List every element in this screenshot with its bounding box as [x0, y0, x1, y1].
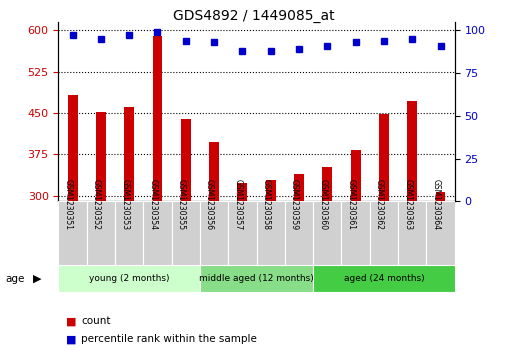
Text: percentile rank within the sample: percentile rank within the sample — [81, 334, 257, 344]
Bar — [313, 265, 455, 292]
Text: GSM1230364: GSM1230364 — [431, 179, 440, 230]
Bar — [266, 180, 276, 201]
Text: GSM1230354: GSM1230354 — [148, 179, 157, 230]
Text: GSM1230355: GSM1230355 — [177, 179, 186, 230]
Bar — [426, 201, 455, 265]
Bar — [370, 201, 398, 265]
Bar — [323, 167, 332, 201]
Text: GSM1230353: GSM1230353 — [120, 179, 129, 230]
Bar — [237, 183, 247, 201]
Bar — [87, 201, 115, 265]
Text: ▶: ▶ — [33, 274, 42, 284]
Text: GSM1230352: GSM1230352 — [92, 179, 101, 230]
Text: GSM1230357: GSM1230357 — [233, 179, 242, 230]
Bar — [200, 265, 313, 292]
Text: GSM1230356: GSM1230356 — [205, 179, 214, 230]
Text: young (2 months): young (2 months) — [89, 274, 170, 283]
Text: age: age — [5, 274, 24, 284]
Text: GSM1230360: GSM1230360 — [319, 179, 327, 230]
Bar — [58, 265, 200, 292]
Text: GDS4892 / 1449085_at: GDS4892 / 1449085_at — [173, 9, 335, 23]
Bar — [285, 201, 313, 265]
Bar — [115, 201, 143, 265]
Bar — [58, 201, 87, 265]
Bar — [152, 36, 163, 201]
Bar — [200, 201, 228, 265]
Bar — [435, 192, 446, 201]
Bar — [351, 150, 361, 201]
Text: count: count — [81, 316, 111, 326]
Text: GSM1230361: GSM1230361 — [346, 179, 356, 230]
Bar — [172, 201, 200, 265]
Text: middle aged (12 months): middle aged (12 months) — [199, 274, 314, 283]
Bar — [181, 119, 190, 201]
Text: GSM1230363: GSM1230363 — [403, 179, 412, 230]
Bar — [341, 201, 370, 265]
Text: GSM1230362: GSM1230362 — [375, 179, 384, 230]
Text: ■: ■ — [66, 334, 77, 344]
Bar — [209, 142, 219, 201]
Text: GSM1230351: GSM1230351 — [64, 179, 73, 230]
Text: ■: ■ — [66, 316, 77, 326]
Bar — [398, 201, 426, 265]
Bar — [228, 201, 257, 265]
Bar — [68, 95, 78, 201]
Bar — [379, 114, 389, 201]
Text: GSM1230358: GSM1230358 — [262, 179, 271, 230]
Bar — [407, 101, 417, 201]
Text: aged (24 months): aged (24 months) — [343, 274, 424, 283]
Bar — [143, 201, 172, 265]
Bar — [313, 201, 341, 265]
Bar — [96, 112, 106, 201]
Bar — [294, 174, 304, 201]
Bar — [257, 201, 285, 265]
Bar — [124, 107, 134, 201]
Text: GSM1230359: GSM1230359 — [290, 179, 299, 230]
